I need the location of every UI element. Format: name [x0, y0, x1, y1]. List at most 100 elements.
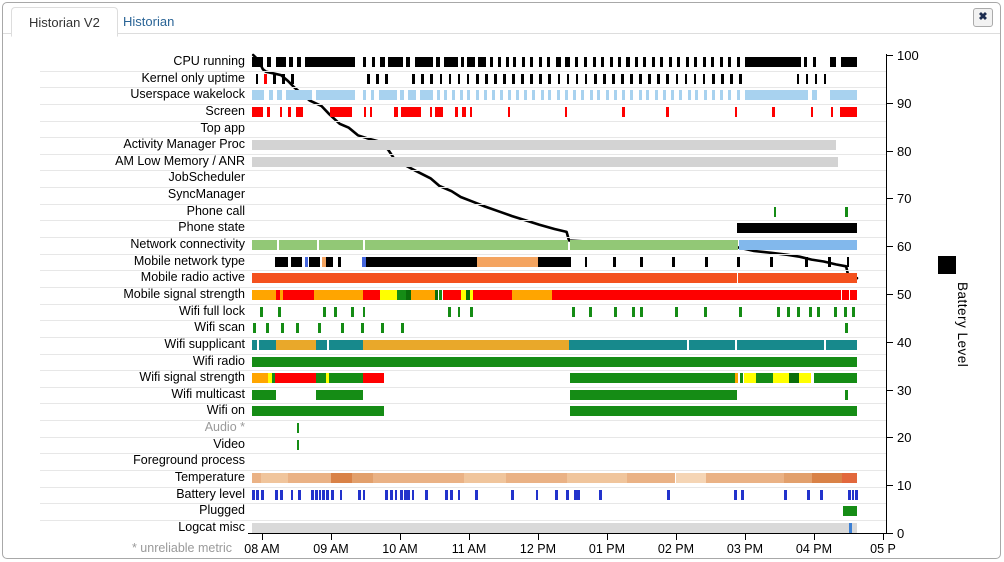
y-tick — [886, 389, 893, 391]
timeline-segment — [506, 57, 510, 67]
timeline-segment — [507, 90, 511, 101]
y-tick — [886, 55, 893, 56]
timeline-segment — [711, 90, 715, 101]
timeline-segment — [403, 489, 407, 500]
timeline-segment — [702, 57, 706, 67]
row-label: Mobile signal strength — [123, 286, 245, 301]
timeline-segment — [809, 306, 812, 317]
timeline-segment — [475, 90, 479, 101]
row-separator — [40, 420, 886, 422]
timeline-segment — [451, 90, 455, 101]
row-label: Mobile radio active — [140, 270, 245, 285]
timeline-segment — [597, 90, 601, 101]
timeline-segment — [556, 90, 560, 101]
timeline-segment — [362, 339, 569, 350]
timeline-segment — [646, 90, 650, 101]
timeline-segment — [316, 373, 326, 384]
timeline-segment — [498, 57, 502, 67]
timeline-segment — [611, 73, 615, 84]
row-label: JobScheduler — [168, 170, 245, 185]
timeline-segment — [252, 356, 857, 367]
timeline-segment — [806, 489, 810, 500]
timeline-segment — [694, 57, 698, 67]
timeline-segment — [548, 73, 552, 84]
timeline-segment — [279, 289, 283, 300]
tab-historian[interactable]: Historian — [123, 14, 175, 29]
timeline-segment — [630, 90, 634, 101]
timeline-segment — [817, 306, 820, 317]
timeline-segment — [584, 57, 588, 67]
y-tick-label: 20 — [897, 430, 912, 446]
timeline-segment — [844, 206, 848, 217]
timeline-segment — [252, 57, 263, 67]
timeline-segment — [339, 489, 343, 500]
timeline-segment — [315, 90, 356, 101]
timeline-segment — [666, 73, 670, 84]
timeline-segment — [654, 90, 658, 101]
x-tick — [745, 534, 746, 540]
timeline-segment — [734, 106, 738, 117]
timeline-segment — [601, 57, 605, 67]
timeline-segment — [557, 73, 561, 84]
timeline-segment — [297, 489, 301, 500]
timeline-segment — [844, 306, 847, 317]
row-separator — [40, 253, 886, 255]
timeline-segment — [309, 256, 321, 267]
timeline-segment — [438, 289, 442, 300]
timeline-segment — [613, 306, 617, 317]
timeline-segment — [630, 73, 633, 84]
timeline-segment — [460, 289, 466, 300]
timeline-segment — [330, 106, 352, 117]
timeline-segment — [436, 90, 441, 101]
timeline-segment — [584, 256, 588, 267]
row-label: SyncManager — [167, 187, 245, 202]
timeline-segment — [613, 256, 616, 267]
timeline-segment — [273, 73, 276, 84]
x-tick — [883, 534, 884, 540]
timeline-segment — [540, 90, 544, 101]
timeline-segment — [400, 106, 422, 117]
y-tick — [886, 150, 893, 152]
timeline-segment — [466, 57, 475, 67]
row-separator — [40, 470, 886, 471]
x-tick — [538, 534, 539, 540]
x-tick — [262, 534, 263, 540]
timeline-segment — [363, 57, 367, 67]
timeline-segment — [755, 373, 773, 384]
timeline-segment — [362, 256, 366, 267]
timeline-segment — [841, 473, 857, 483]
timeline-segment — [570, 373, 735, 384]
timeline-segment — [252, 339, 257, 350]
timeline-segment — [812, 90, 818, 101]
timeline-segment — [317, 323, 321, 334]
timeline-segment — [803, 57, 807, 67]
timeline-segment — [565, 57, 570, 67]
timeline-segment — [671, 256, 675, 267]
timeline-segment — [671, 90, 675, 101]
timeline-segment — [318, 489, 322, 500]
timeline-segment — [772, 106, 775, 117]
close-button[interactable]: ✖ — [973, 8, 993, 27]
timeline-segment — [739, 73, 742, 84]
timeline-segment — [796, 73, 800, 84]
timeline-segment — [851, 489, 855, 500]
timeline-segment — [736, 57, 740, 67]
timeline-segment — [627, 473, 676, 483]
x-tick-label: 02 PM — [657, 542, 695, 556]
timeline-segment — [351, 306, 354, 317]
timeline-segment — [737, 256, 740, 267]
x-tick-label: 12 PM — [519, 542, 557, 556]
timeline-segment — [515, 90, 519, 101]
timeline-segment — [369, 106, 373, 117]
timeline-segment — [622, 90, 626, 101]
timeline-segment — [702, 73, 706, 84]
x-tick-label: 08 AM — [244, 542, 280, 556]
tab-historian-v2[interactable]: Historian V2 — [11, 7, 118, 37]
timeline-segment — [362, 90, 366, 101]
x-tick — [814, 534, 815, 540]
timeline-segment — [253, 323, 256, 334]
timeline-segment — [252, 106, 263, 117]
timeline-segment — [314, 489, 318, 500]
timeline-segment — [285, 90, 313, 101]
row-label: CPU running — [173, 54, 245, 68]
